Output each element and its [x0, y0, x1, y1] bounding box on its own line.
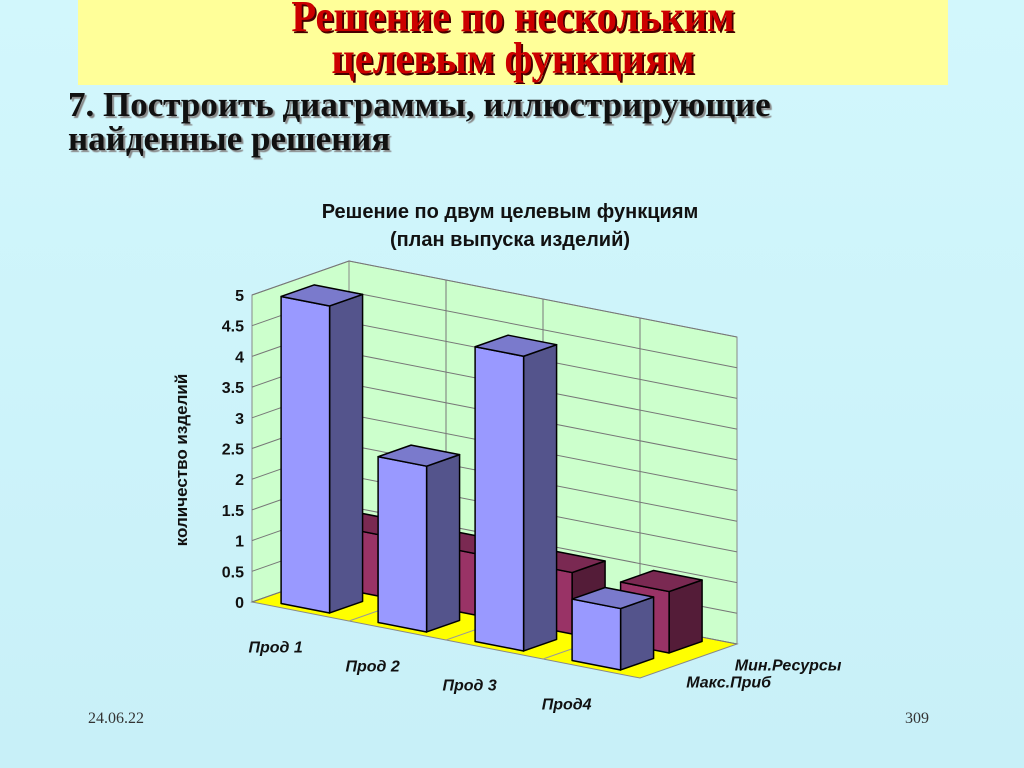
bar-top [377, 444, 461, 467]
bar-Макс.Приб [474, 334, 558, 652]
slide-subtitle: 7. Построить диаграммы, иллюстрирующие н… [68, 85, 928, 158]
bar-Макс.Приб [280, 284, 364, 614]
y-axis-label: количество изделий [172, 374, 191, 547]
slide-date: 24.06.22 [88, 710, 144, 727]
y-tick-label: 4 [235, 349, 244, 366]
y-tick-label: 1.5 [222, 503, 244, 520]
gridline [251, 260, 738, 338]
y-tick-label: 0 [235, 595, 244, 612]
bar-top [280, 284, 364, 307]
y-tick-label: 5 [235, 288, 244, 305]
x-category-label: Прод 3 [443, 678, 497, 695]
bar-top [474, 334, 558, 357]
y-tick-label: 3.5 [222, 380, 244, 397]
x-category-label: Прод 2 [346, 659, 400, 676]
bar-top [619, 569, 703, 593]
series-label: Макс.Приб [686, 675, 772, 692]
chart-title-line2: (план выпуска изделий) [390, 229, 630, 251]
bar-side [425, 453, 461, 633]
slide-page-number: 309 [905, 710, 929, 727]
series-label: Мин.Ресурсы [735, 658, 842, 675]
slide-title-line2: целевым функциям [331, 34, 695, 83]
slide-title-line1: Решение по нескольким [291, 0, 735, 41]
bar-side [522, 343, 558, 652]
y-tick-label: 2.5 [222, 442, 244, 459]
slide-title: Решение по нескольким целевым функциям [113, 0, 913, 83]
slide-subtitle-line2: найденные решения [68, 119, 391, 158]
bar-front [474, 345, 525, 652]
chart-title-line1: Решение по двум целевым функциям [322, 201, 699, 223]
bar-front [280, 295, 331, 614]
y-tick-label: 0.5 [222, 564, 244, 581]
y-tick-label: 3 [235, 411, 244, 428]
bar-side [328, 293, 364, 614]
bar-side [619, 596, 655, 671]
bar-Макс.Приб [571, 586, 655, 671]
y-tick-label: 2 [235, 472, 244, 489]
title-box [78, 0, 948, 85]
bar-front [377, 455, 428, 633]
bar-top [571, 586, 655, 610]
bar-Макс.Приб [377, 444, 461, 633]
slide-subtitle-line1: 7. Построить диаграммы, иллюстрирующие [68, 85, 771, 124]
x-category-label: Прод 1 [249, 640, 303, 657]
y-tick-label: 4.5 [222, 319, 244, 336]
bar-front [571, 598, 622, 671]
y-tick-label: 1 [235, 534, 244, 551]
bar-side [668, 579, 703, 654]
x-category-label: Прод4 [542, 697, 592, 714]
